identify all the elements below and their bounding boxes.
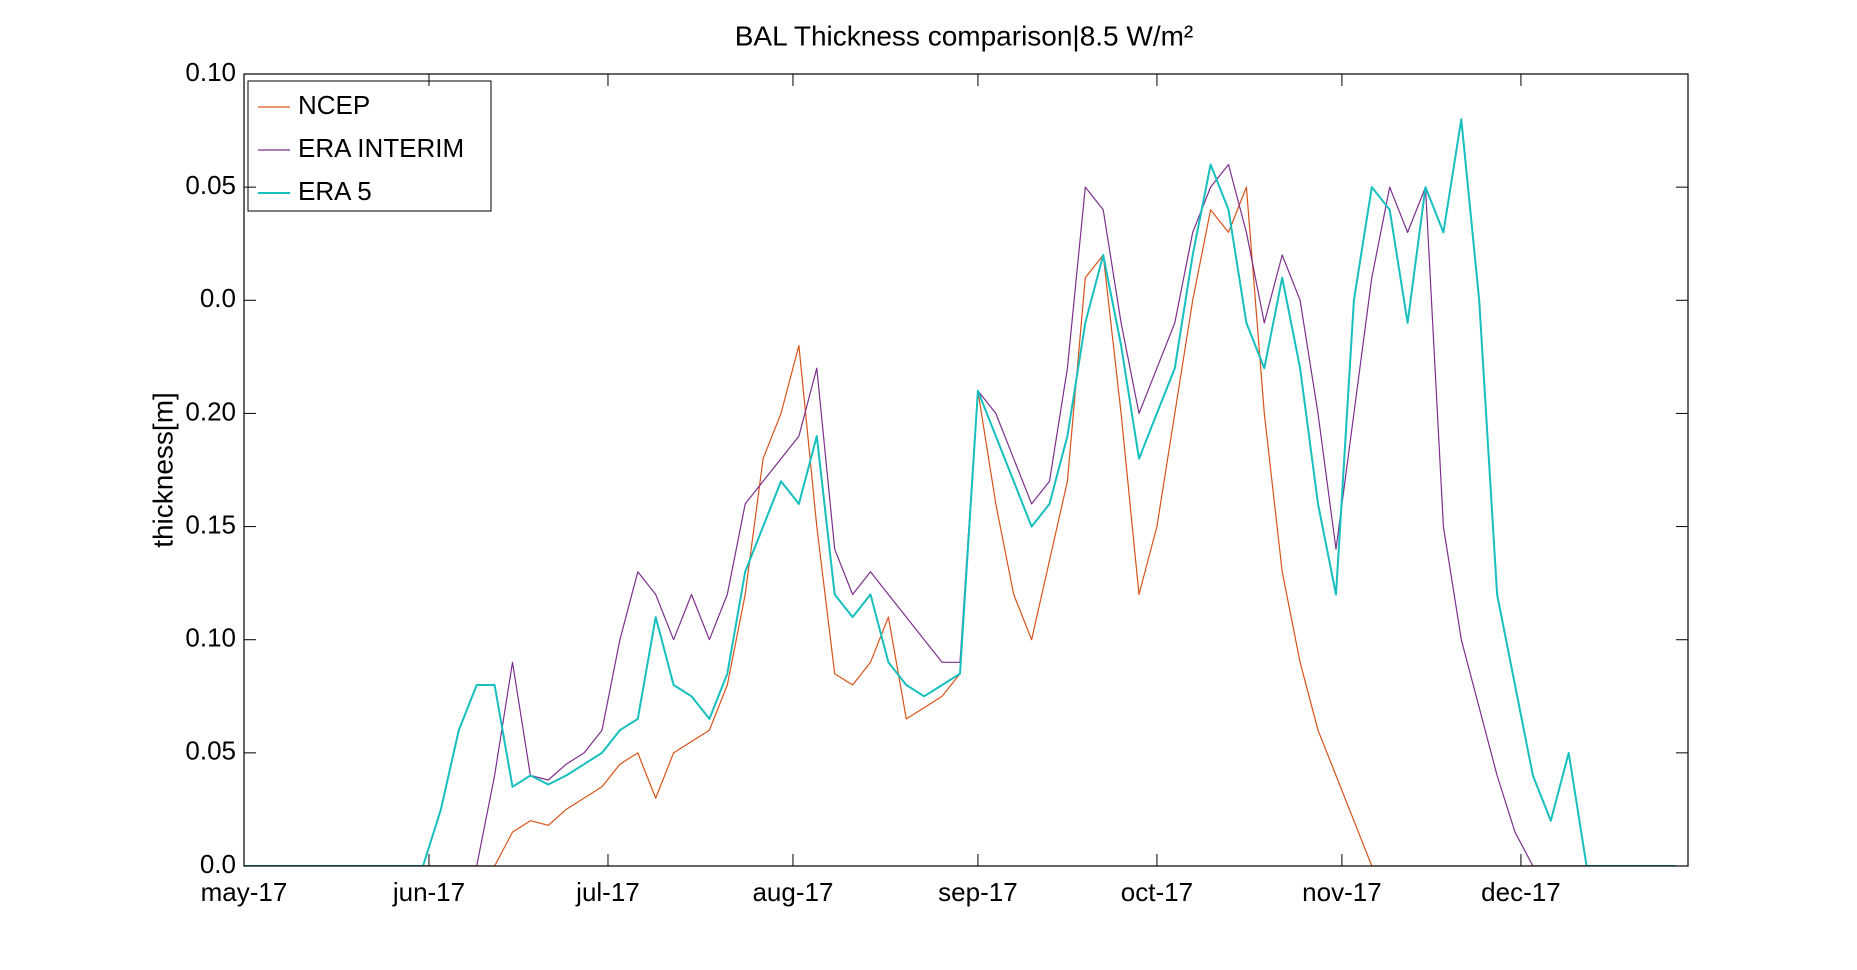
axes-box (243, 73, 1689, 867)
y-tick-label: 0.05 (185, 736, 236, 766)
x-tick-label: aug-17 (752, 877, 833, 907)
y-tick-label: 0.15 (185, 509, 236, 539)
plot-lines (244, 118, 1677, 866)
y-axis-label: thickness[m] (147, 392, 178, 548)
series-line (244, 186, 1677, 866)
x-tick-label: oct-17 (1121, 877, 1193, 907)
y-tick-label: 0.10 (185, 57, 236, 87)
x-tick-label: jun-17 (392, 877, 465, 907)
y-tick-label: 0.0 (200, 849, 236, 879)
series-line (244, 118, 1677, 866)
legend-label: ERA INTERIM (298, 133, 464, 163)
y-tick-label: 0.20 (185, 396, 236, 426)
series-line (244, 163, 1677, 866)
chart-title: BAL Thickness comparison|8.5 W/m² (735, 20, 1194, 51)
x-tick-label: sep-17 (938, 877, 1018, 907)
y-tick-label: 0.05 (185, 170, 236, 200)
legend: NCEP ERA INTERIM ERA 5 (247, 80, 492, 212)
x-tick-label: dec-17 (1481, 877, 1561, 907)
y-tick-label: 0.0 (200, 283, 236, 313)
y-tick-label: 0.10 (185, 623, 236, 653)
x-tick-label: nov-17 (1302, 877, 1382, 907)
legend-box (247, 80, 492, 212)
legend-label: NCEP (298, 90, 370, 120)
x-tick-label: jul-17 (575, 877, 640, 907)
legend-label: ERA 5 (298, 176, 372, 206)
x-tick-label: may-17 (201, 877, 288, 907)
